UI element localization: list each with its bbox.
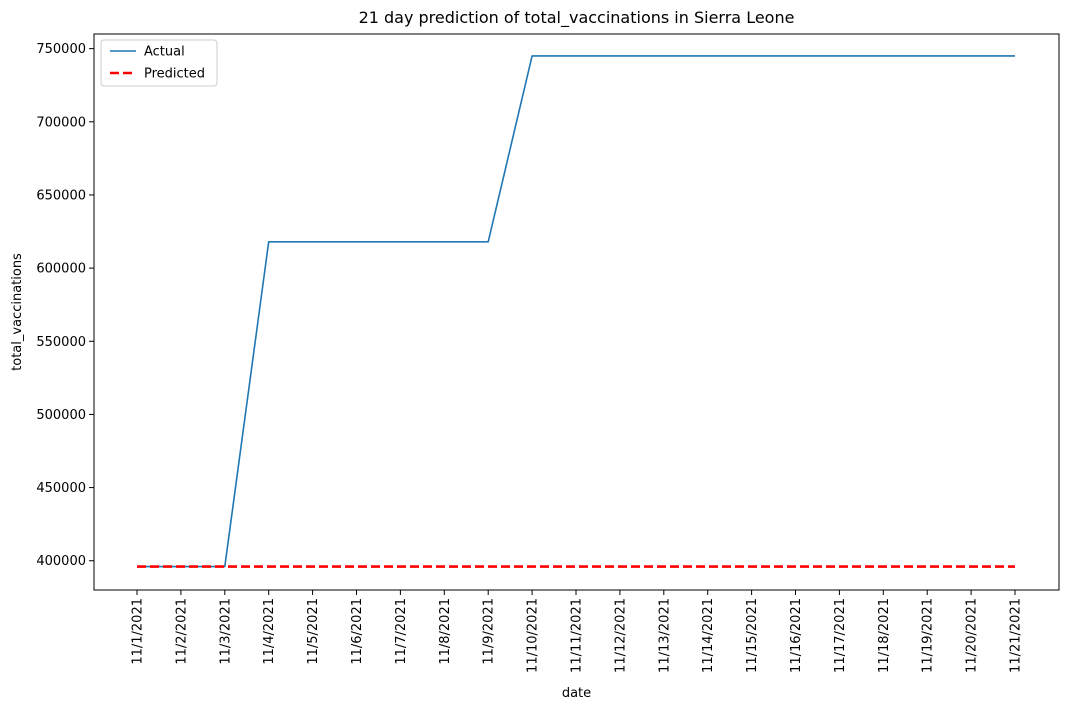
y-tick-label: 700000 [36,115,86,130]
x-tick-label: 11/18/2021 [877,598,892,673]
x-tick-label: 11/1/2021 [131,598,146,665]
x-tick-label: 11/13/2021 [657,598,672,673]
y-tick-label: 550000 [36,335,86,350]
y-tick-label: 600000 [36,262,86,277]
plot-area [93,33,1060,591]
x-tick-label: 11/21/2021 [1009,598,1024,673]
x-tick-label: 11/2/2021 [174,598,189,665]
series-layer [137,55,1015,568]
y-tick-label: 450000 [36,481,86,496]
x-tick-label: 11/11/2021 [570,598,585,673]
x-tick-label: 11/16/2021 [789,598,804,673]
x-tick-label: 11/9/2021 [482,598,497,665]
x-tick-label: 11/6/2021 [350,598,365,665]
x-tick-label: 11/7/2021 [394,598,409,665]
legend: Actual Predicted [100,39,218,87]
x-tick-label: 11/19/2021 [921,598,936,673]
x-tick-label: 11/10/2021 [526,598,541,673]
series-line-actual [137,55,1015,568]
x-tick-label: 11/8/2021 [438,598,453,665]
x-axis: 11/1/2021 11/2/2021 11/3/2021 11/4/2021 11/5… [131,590,1024,673]
y-tick-label: 750000 [36,42,86,57]
y-tick-label: 650000 [36,188,86,203]
x-tick-label: 11/14/2021 [701,598,716,673]
x-tick-label: 11/3/2021 [218,598,233,665]
x-tick-label: 11/5/2021 [306,598,321,665]
x-tick-label: 11/17/2021 [833,598,848,673]
chart-title: 21 day prediction of total_vaccinations … [359,8,795,28]
y-tick-label: 400000 [36,554,86,569]
legend-label: Predicted [144,67,205,82]
y-tick-label: 500000 [36,408,86,423]
y-axis: 400000 450000 500000 550000 600000 650000 7000… [36,42,94,569]
x-axis-title: date [562,686,591,701]
y-axis-title: total_vaccinations [10,253,25,371]
x-tick-label: 11/15/2021 [745,598,760,673]
x-tick-label: 11/20/2021 [965,598,980,673]
x-tick-label: 11/12/2021 [613,598,628,673]
x-tick-label: 11/4/2021 [262,598,277,665]
legend-label: Actual [144,45,185,60]
